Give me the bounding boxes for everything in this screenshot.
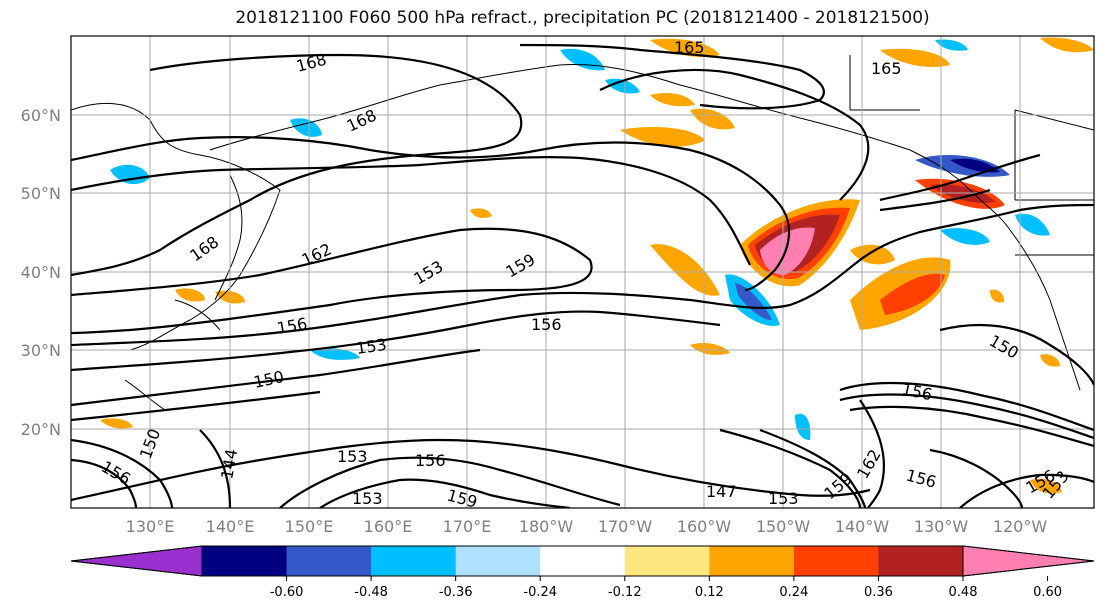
lon-label: 140°W <box>835 517 890 536</box>
lon-label: 180°W <box>519 517 574 536</box>
colorbar-outline <box>70 545 1095 577</box>
colorbar-label: -0.24 <box>523 585 557 600</box>
colorbar-label: 0.36 <box>864 585 893 600</box>
colorbar-label: -0.60 <box>270 585 304 600</box>
lon-label: 160°W <box>677 517 732 536</box>
colorbar-swatch <box>793 546 879 576</box>
colorbar-swatch <box>878 546 964 576</box>
contour-label: 153 <box>337 447 368 466</box>
lon-label: 150°E <box>285 517 334 536</box>
colorbar-label: 0.24 <box>779 585 808 600</box>
lat-label: 20°N <box>21 420 61 439</box>
colorbar-label: 0.60 <box>1033 585 1062 600</box>
contour-label: 156 <box>531 315 562 334</box>
colorbar-swatch <box>455 546 541 576</box>
colorbar-labels: -0.60 -0.48 -0.36 -0.24 -0.12 0.12 0.24 0.36 0.4… <box>270 576 1062 600</box>
colorbar-swatch <box>709 546 795 576</box>
contour-label: 153 <box>355 335 388 358</box>
contour-label: 153 <box>352 489 383 508</box>
colorbar-label: -0.48 <box>354 585 388 600</box>
lon-label: 120°W <box>993 517 1048 536</box>
lat-label: 30°N <box>21 341 61 360</box>
colorbar-swatch <box>202 546 288 576</box>
lon-label: 130°E <box>126 517 175 536</box>
contour-label: 156 <box>415 451 446 470</box>
colorbar-swatch <box>540 546 626 576</box>
lon-label: 130°W <box>914 517 969 536</box>
lon-label: 160°E <box>364 517 413 536</box>
colorbar-swatch <box>286 546 372 576</box>
colorbar-swatch <box>371 546 457 576</box>
refractivity-contours <box>71 43 1094 508</box>
graticule <box>71 36 1094 508</box>
longitude-labels: 130°E 140°E 150°E 160°E 170°E 180°W 170°… <box>126 517 1048 536</box>
contour-label: 165 <box>871 59 902 78</box>
colorbar-swatch <box>624 546 710 576</box>
latitude-labels: 60°N 50°N 40°N 30°N 20°N <box>21 106 61 439</box>
colorbar-label: -0.12 <box>608 585 642 600</box>
colorbar-extend-low <box>70 545 203 577</box>
colorbar-label: 0.48 <box>949 585 978 600</box>
map-frame <box>70 35 1095 509</box>
lat-label: 60°N <box>21 106 61 125</box>
lon-label: 170°W <box>598 517 653 536</box>
colorbar-extend-high <box>962 545 1095 577</box>
lat-label: 50°N <box>21 184 61 203</box>
lon-label: 150°W <box>756 517 811 536</box>
contour-label: 147 <box>706 482 737 501</box>
map-title: 2018121100 F060 500 hPa refract., precip… <box>235 8 930 28</box>
lon-label: 170°E <box>443 517 492 536</box>
colorbar-label: -0.36 <box>439 585 473 600</box>
lat-label: 40°N <box>21 263 61 282</box>
colorbar-label: 0.12 <box>695 585 724 600</box>
lon-label: 140°E <box>206 517 255 536</box>
contour-label: 165 <box>674 38 705 57</box>
contour-label: 153 <box>768 489 799 508</box>
colorbar <box>70 545 1095 577</box>
